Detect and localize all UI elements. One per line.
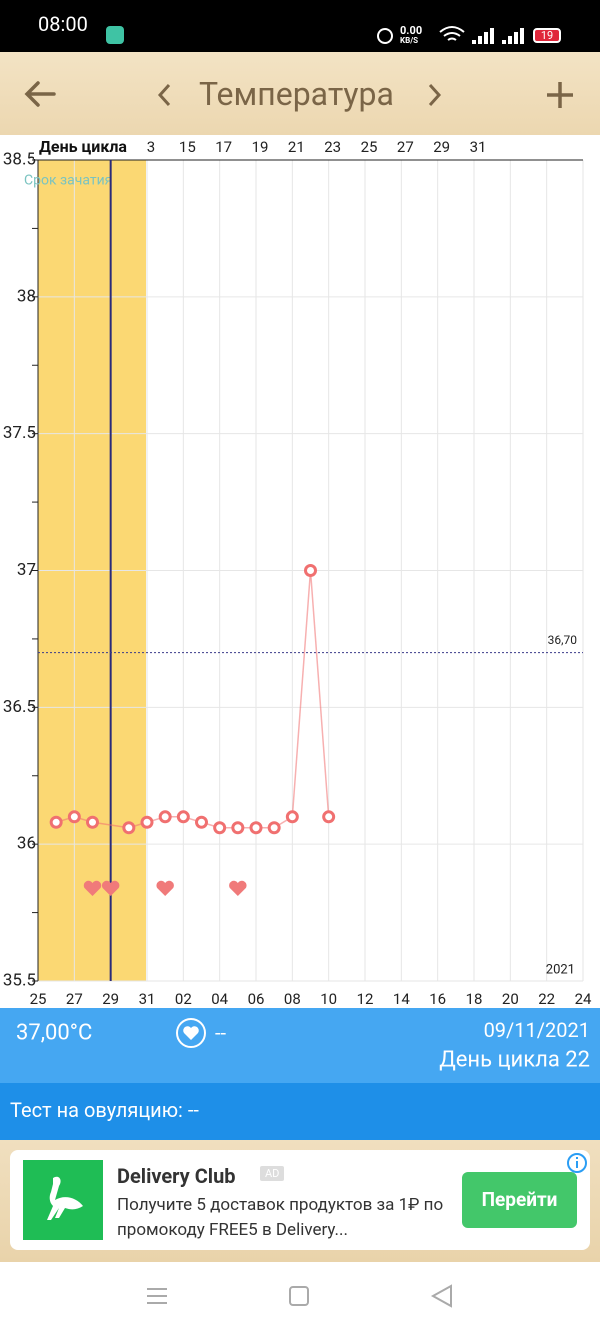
top-tick-label: 25 xyxy=(361,138,378,156)
top-tick-label: 15 xyxy=(179,138,196,156)
y-tick-label: 38.5 xyxy=(3,149,36,169)
series-segment xyxy=(291,570,312,817)
data-point xyxy=(122,821,136,835)
next-button[interactable] xyxy=(424,82,444,108)
ad-logo xyxy=(23,1160,103,1240)
app-icon xyxy=(106,26,124,44)
info-bar: 37,00°C -- 09/11/2021 День цикла 22 xyxy=(0,1008,600,1083)
x-tick-label: 10 xyxy=(320,990,337,1008)
y-tick-label: 37.5 xyxy=(3,423,36,443)
header: Температура xyxy=(0,52,600,135)
top-tick-label: 19 xyxy=(252,138,269,156)
data-point xyxy=(140,815,154,829)
data-point xyxy=(322,810,336,824)
year-label: 2021 xyxy=(546,962,575,977)
heart-icon xyxy=(176,1018,206,1048)
x-tick-label: 29 xyxy=(102,990,119,1008)
time: 08:00 xyxy=(38,12,88,36)
ovulation-test[interactable]: Тест на овуляцию: -- xyxy=(0,1083,600,1140)
prev-button[interactable] xyxy=(155,82,175,108)
top-tick-label: 31 xyxy=(470,138,487,156)
y-tick-label: 38 xyxy=(17,286,36,306)
speed-unit: KB/S xyxy=(400,36,419,45)
data-point xyxy=(231,821,245,835)
top-tick-label: 27 xyxy=(397,138,414,156)
net-speed: 0.00 KB/S xyxy=(400,24,423,46)
nav-bar xyxy=(0,1262,600,1332)
ad-info[interactable] xyxy=(566,1152,588,1174)
battery: 19 xyxy=(533,28,561,43)
data-point xyxy=(249,821,263,835)
series-segment xyxy=(309,570,330,817)
speed: 0.00 xyxy=(400,24,423,37)
ovulation-test-text: Тест на овуляцию: -- xyxy=(10,1098,199,1122)
ad-text: Получите 5 доставок продуктов за 1₽ по п… xyxy=(117,1195,444,1240)
top-tick-label: 23 xyxy=(324,138,341,156)
ad-area: Delivery Club AD Получите 5 доставок про… xyxy=(0,1140,600,1262)
x-tick-label: 18 xyxy=(466,990,483,1008)
back-button[interactable] xyxy=(22,78,58,110)
heart-icon xyxy=(101,880,120,896)
x-tick-label: 12 xyxy=(357,990,374,1008)
x-tick-label: 06 xyxy=(248,990,265,1008)
top-tick-label: 29 xyxy=(433,138,450,156)
fertile-label: Срок зачатия xyxy=(24,173,112,189)
data-point xyxy=(86,815,99,829)
heart-icon xyxy=(229,880,247,896)
nav-icons xyxy=(147,1284,452,1308)
ad-button[interactable]: Перейти xyxy=(462,1172,577,1228)
intercourse: -- xyxy=(215,1021,227,1045)
data-point xyxy=(49,815,63,829)
x-tick-label: 08 xyxy=(284,990,301,1008)
x-tick-label: 31 xyxy=(139,990,156,1008)
y-tick-label: 36 xyxy=(17,834,36,854)
x-tick-label: 24 xyxy=(575,990,592,1008)
temperature: 37,00°C xyxy=(16,1020,93,1046)
chart: 25 27 29 31 02 04 06 08 10 12 14 16 18 20 22 24 35.5 36 36… xyxy=(3,135,592,1008)
x-tick-label: 27 xyxy=(66,990,83,1008)
y-tick-label: 35.5 xyxy=(3,970,36,990)
top-tick-label: 21 xyxy=(288,138,305,156)
add-button[interactable] xyxy=(545,80,575,110)
data-point xyxy=(304,564,317,577)
data-point xyxy=(285,810,299,824)
status-bar: 08:00 0.00 KB/S 19 xyxy=(0,0,600,52)
data-point xyxy=(267,821,281,835)
data-point xyxy=(67,810,81,824)
x-tick-label: 14 xyxy=(393,990,410,1008)
x-tick-label: 16 xyxy=(429,990,446,1008)
title: Температура xyxy=(199,75,394,113)
status-icons xyxy=(377,26,524,44)
data-point xyxy=(195,815,208,829)
y-tick-label: 37 xyxy=(17,560,36,580)
data-point xyxy=(158,810,172,824)
y-tick-label: 36.5 xyxy=(3,697,36,717)
back-nav-button[interactable] xyxy=(430,1284,452,1308)
cycle-day: День цикла 22 xyxy=(439,1047,590,1073)
menu-button[interactable] xyxy=(147,1288,167,1304)
date: 09/11/2021 xyxy=(483,1018,590,1042)
x-tick-label: 20 xyxy=(502,990,519,1008)
heart-icon xyxy=(83,880,102,896)
ad-badge: AD xyxy=(260,1166,285,1181)
top-label-bg xyxy=(34,135,144,159)
x-tick-label: 22 xyxy=(538,990,555,1008)
heart-icon xyxy=(156,880,174,896)
x-tick-label: 02 xyxy=(175,990,192,1008)
x-tick-label: 25 xyxy=(30,990,47,1008)
top-tick-label: 3 xyxy=(147,138,155,156)
data-point xyxy=(176,810,190,824)
ad-title: Delivery Club xyxy=(117,1164,236,1188)
top-tick-label: 17 xyxy=(215,138,232,156)
top-axis-label: День цикла xyxy=(39,137,127,156)
x-tick-label: 04 xyxy=(211,990,228,1008)
reference-label: 36,70 xyxy=(548,633,578,647)
data-point xyxy=(213,821,227,835)
ad-card[interactable]: Delivery Club AD Получите 5 доставок про… xyxy=(10,1150,590,1250)
home-button[interactable] xyxy=(289,1286,309,1306)
